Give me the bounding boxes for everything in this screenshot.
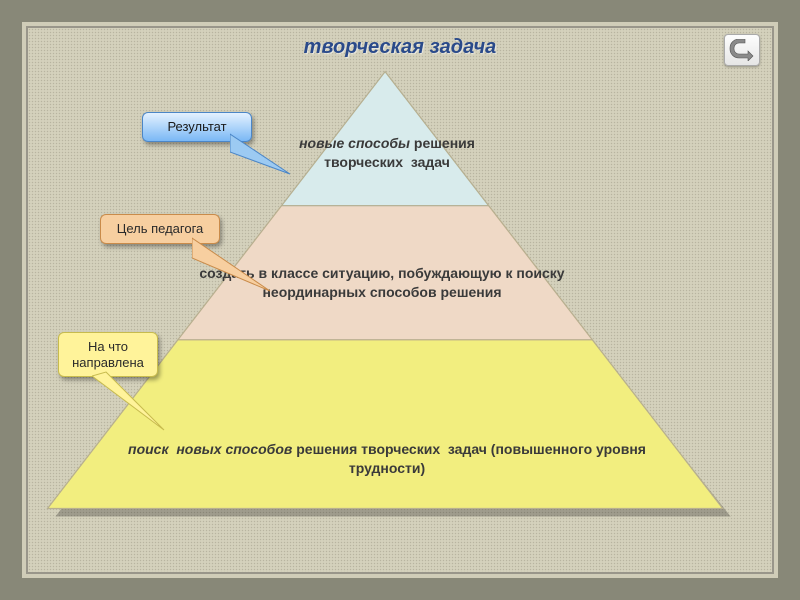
callout-goal-label: Цель педагога — [117, 221, 204, 236]
slide-outer-frame: творческая задача новые способы решения … — [0, 0, 800, 600]
layer-top-text: новые способы решения творческих задач — [292, 134, 482, 172]
back-button[interactable] — [724, 34, 760, 66]
u-turn-icon — [729, 39, 755, 61]
layer-middle-text: создать в классе ситуацию, побуждающую к… — [182, 264, 582, 302]
slide-title: творческая задача — [22, 36, 778, 59]
callout-goal: Цель педагога — [100, 214, 220, 244]
callout-target: На что направлена — [58, 332, 158, 377]
callout-result: Результат — [142, 112, 252, 142]
callout-result-label: Результат — [167, 119, 226, 134]
callout-target-tail — [92, 370, 172, 440]
slide-inner-frame: творческая задача новые способы решения … — [20, 20, 780, 580]
layer-bottom-text: поиск новых способов решения творческих … — [117, 440, 657, 478]
callout-target-label: На что направлена — [72, 339, 144, 370]
